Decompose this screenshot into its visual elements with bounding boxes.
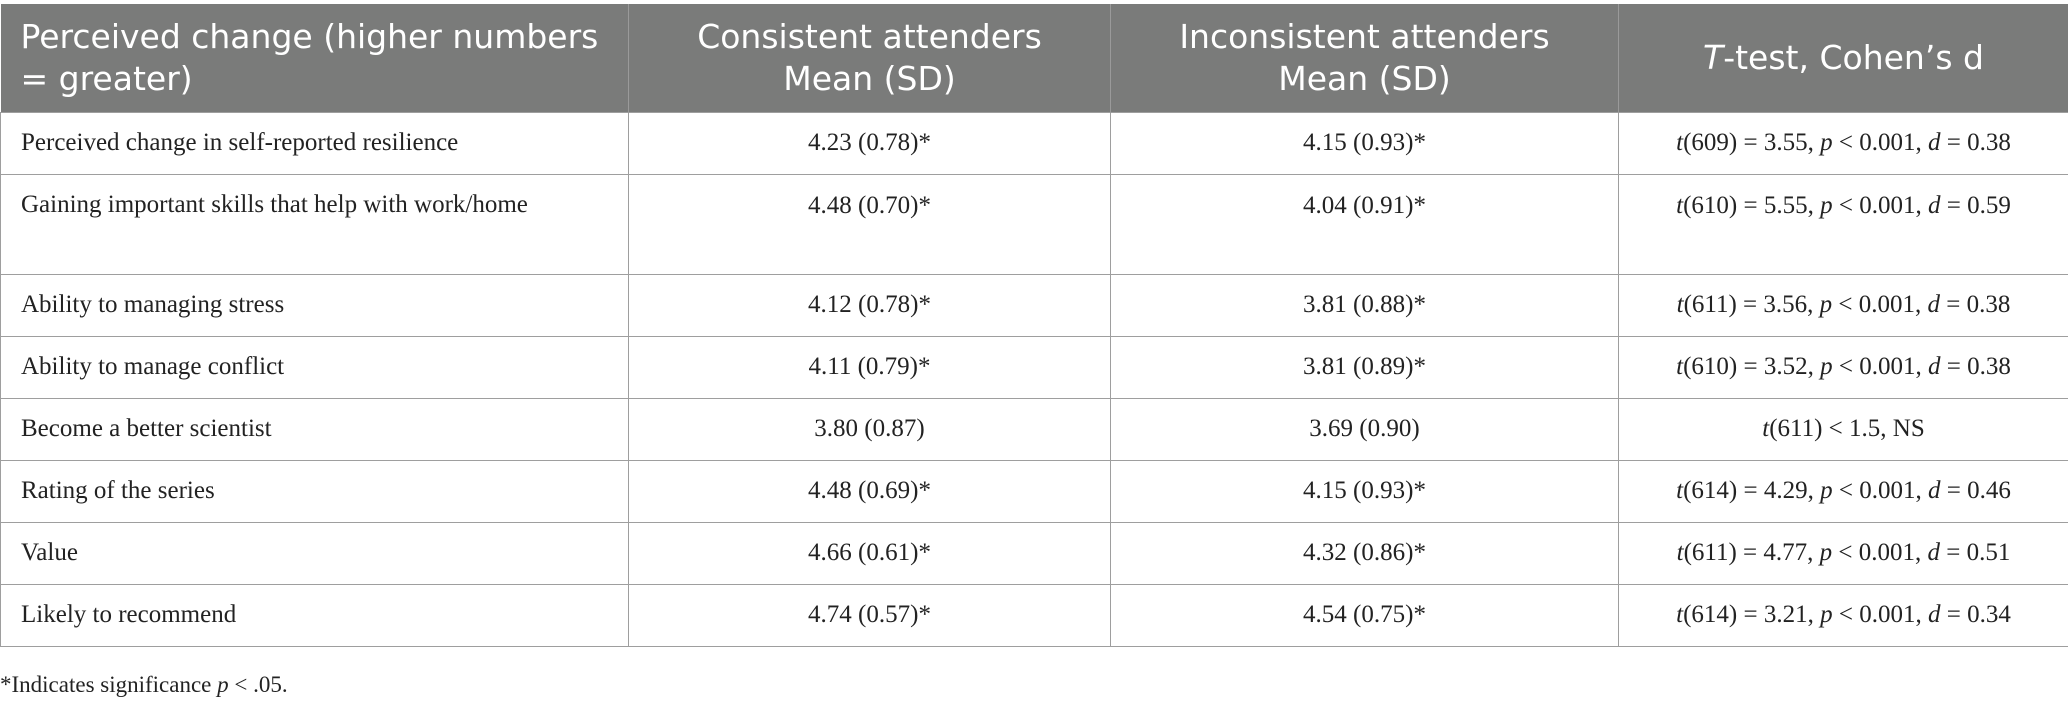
d-symbol: d [1927,477,1941,504]
consistent-value: 4.66 (0.61)* [628,521,1111,585]
d-value: = 0.38 [1940,291,2011,318]
d-value: = 0.34 [1940,601,2011,628]
ttest-value: t(611) = 3.56, p < 0.001, d = 0.38 [1618,273,2068,337]
header-perceived-change: Perceived change (higher numbers = great… [0,4,629,112]
consistent-value: 4.74 (0.57)* [628,583,1111,647]
table-row: Ability to managing stress 4.12 (0.78)* … [0,273,2068,337]
consistent-value: 3.80 (0.87) [628,397,1111,461]
row-label: Become a better scientist [0,397,629,461]
t-symbol: t [1676,539,1684,566]
consistent-value: 4.11 (0.79)* [628,335,1111,399]
p-symbol: p [1820,191,1833,219]
row-label: Gaining important skills that help with … [0,173,629,275]
t-stat: (611) = 4.77, [1683,539,1820,566]
inconsistent-value: 4.15 (0.93)* [1110,111,1619,175]
inconsistent-value: 3.81 (0.89)* [1110,335,1619,399]
t-stat: (611) = 3.56, [1683,291,1820,318]
footnote-threshold: < .05. [228,672,288,697]
t-symbol: t [1676,191,1684,219]
table-body: Perceived change in self-reported resili… [0,111,2068,647]
p-symbol: p [1820,601,1833,628]
consistent-value: 4.12 (0.78)* [628,273,1111,337]
ns-result: (611) < 1.5, NS [1769,415,1925,442]
row-label: Value [0,521,629,585]
footnote-text: *Indicates significance [0,672,218,697]
p-symbol: p [1819,291,1833,318]
footnote-p-symbol: p [217,672,229,697]
t-symbol: t [1676,353,1684,380]
inconsistent-value: 4.54 (0.75)* [1110,583,1619,647]
d-value: = 0.59 [1940,191,2011,219]
row-label: Ability to managing stress [0,273,629,337]
table-header: Perceived change (higher numbers = great… [0,4,2068,112]
table-row: Ability to manage conflict 4.11 (0.79)* … [0,335,2068,399]
table-row: Perceived change in self-reported resili… [0,111,2068,175]
inconsistent-value: 4.32 (0.86)* [1110,521,1619,585]
t-symbol: t [1676,129,1684,156]
consistent-value: 4.23 (0.78)* [628,111,1111,175]
d-symbol: d [1927,601,1941,628]
d-symbol: d [1927,353,1941,380]
table-row: Rating of the series 4.48 (0.69)* 4.15 (… [0,459,2068,523]
p-value: < 0.001, [1832,291,1928,318]
d-value: = 0.38 [1940,353,2011,380]
p-symbol: p [1820,477,1833,504]
ttest-value: t(611) = 4.77, p < 0.001, d = 0.51 [1618,521,2068,585]
header-ttest-label: -test, Cohen’s d [1723,37,1984,77]
inconsistent-value: 3.69 (0.90) [1110,397,1619,461]
results-table: Perceived change (higher numbers = great… [0,4,2068,647]
header-row: Perceived change (higher numbers = great… [0,4,2068,112]
d-value: = 0.38 [1940,129,2011,156]
p-value: < 0.001, [1832,601,1928,628]
p-value: < 0.001, [1832,539,1928,566]
ttest-value: t(609) = 3.55, p < 0.001, d = 0.38 [1618,111,2068,175]
t-symbol: t [1676,291,1684,318]
inconsistent-value: 4.04 (0.91)* [1110,173,1619,275]
header-consistent-attenders: Consistent attenders Mean (SD) [628,4,1111,112]
inconsistent-value: 4.15 (0.93)* [1110,459,1619,523]
ttest-value: t(610) = 5.55, p < 0.001, d = 0.59 [1618,173,2068,275]
ttest-value: t(611) < 1.5, NS [1618,397,2068,461]
table-footnote: *Indicates significance p < .05. [0,672,288,698]
p-value: < 0.001, [1832,191,1928,219]
d-value: = 0.46 [1940,477,2011,504]
t-stat: (614) = 4.29, [1683,477,1821,504]
d-symbol: d [1927,129,1941,156]
p-value: < 0.001, [1832,353,1928,380]
header-ttest-cohens-d: T-test, Cohen’s d [1618,4,2068,112]
p-value: < 0.001, [1832,477,1928,504]
d-symbol: d [1927,191,1941,219]
table-row: Gaining important skills that help with … [0,173,2068,275]
ttest-value: t(610) = 3.52, p < 0.001, d = 0.38 [1618,335,2068,399]
t-stat: (610) = 3.52, [1683,353,1821,380]
ttest-value: t(614) = 3.21, p < 0.001, d = 0.34 [1618,583,2068,647]
t-stat: (609) = 3.55, [1683,129,1821,156]
d-value: = 0.51 [1940,539,2011,566]
p-value: < 0.001, [1832,129,1928,156]
p-symbol: p [1819,539,1833,566]
row-label: Likely to recommend [0,583,629,647]
row-label: Ability to manage conflict [0,335,629,399]
table-row: Likely to recommend 4.74 (0.57)* 4.54 (0… [0,583,2068,647]
d-symbol: d [1927,539,1941,566]
table-row: Become a better scientist 3.80 (0.87) 3.… [0,397,2068,461]
results-table-container: Perceived change (higher numbers = great… [0,4,2068,647]
header-t-symbol: T [1703,37,1724,77]
t-stat: (610) = 5.55, [1683,191,1821,219]
t-symbol: t [1676,477,1684,504]
table-row: Value 4.66 (0.61)* 4.32 (0.86)* t(611) =… [0,521,2068,585]
inconsistent-value: 3.81 (0.88)* [1110,273,1619,337]
consistent-value: 4.48 (0.69)* [628,459,1111,523]
row-label: Rating of the series [0,459,629,523]
row-label: Perceived change in self-reported resili… [0,111,629,175]
t-symbol: t [1762,415,1770,442]
t-stat: (614) = 3.21, [1683,601,1821,628]
p-symbol: p [1820,129,1833,156]
header-inconsistent-attenders: Inconsistent attenders Mean (SD) [1110,4,1619,112]
d-symbol: d [1927,291,1941,318]
consistent-value: 4.48 (0.70)* [628,173,1111,275]
t-symbol: t [1676,601,1684,628]
ttest-value: t(614) = 4.29, p < 0.001, d = 0.46 [1618,459,2068,523]
p-symbol: p [1820,353,1833,380]
